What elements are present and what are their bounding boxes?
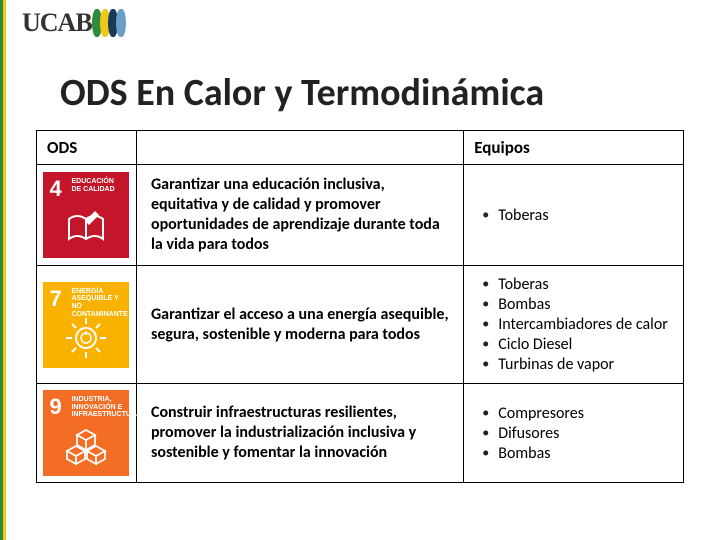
table-row: 4 EDUCACIÓN DE CALIDAD Garantizar una ed… (37, 165, 684, 266)
book-pencil-icon (43, 204, 129, 252)
description: Garantizar una educación inclusiva, equi… (136, 165, 463, 266)
equipos-list: Compresores Difusores Bombas (476, 404, 679, 463)
description: Construir infraestructuras resilientes, … (136, 384, 463, 483)
list-item: Bombas (476, 295, 679, 314)
equipos-list: Toberas (476, 206, 679, 225)
sdg-label: INDUSTRIA, INNOVACIÓN E INFRAESTRUCTURA (71, 396, 125, 419)
sdg4-tile: 4 EDUCACIÓN DE CALIDAD (43, 172, 129, 258)
logo-text: UCAB (22, 8, 92, 38)
list-item: Difusores (476, 424, 679, 443)
cubes-icon (43, 422, 129, 470)
sdg-cell: 4 EDUCACIÓN DE CALIDAD (37, 165, 137, 266)
sdg-label: EDUCACIÓN DE CALIDAD (71, 178, 125, 193)
sun-power-icon (43, 314, 129, 362)
logo-leaves-icon (94, 9, 126, 37)
header-equipos: Equipos (464, 131, 684, 165)
sdg-number: 4 (49, 176, 61, 202)
sdg9-tile: 9 INDUSTRIA, INNOVACIÓN E INFRAESTRUCTUR… (43, 390, 129, 476)
header-ods: ODS (37, 131, 137, 165)
list-item: Turbinas de vapor (476, 355, 679, 374)
list-item: Toberas (476, 206, 679, 225)
table-header-row: ODS Equipos (37, 131, 684, 165)
list-item: Ciclo Diesel (476, 335, 679, 354)
list-item: Toberas (476, 275, 679, 294)
sdg-number: 7 (49, 286, 61, 312)
equipos-cell: Toberas (464, 165, 684, 266)
accent-bar (0, 0, 6, 540)
table-row: 7 ENERGÍA ASEQUIBLE Y NO CONTAMINANTE (37, 266, 684, 384)
sdg-number: 9 (49, 394, 61, 420)
sdg-cell: 7 ENERGÍA ASEQUIBLE Y NO CONTAMINANTE (37, 266, 137, 384)
list-item: Intercambiadores de calor (476, 315, 679, 334)
ods-table: ODS Equipos 4 EDUCACIÓN DE CALIDAD Garan… (36, 130, 684, 483)
equipos-list: Toberas Bombas Intercambiadores de calor… (476, 275, 679, 374)
table-row: 9 INDUSTRIA, INNOVACIÓN E INFRAESTRUCTUR… (37, 384, 684, 483)
logo: UCAB (22, 8, 126, 38)
sdg7-tile: 7 ENERGÍA ASEQUIBLE Y NO CONTAMINANTE (43, 282, 129, 368)
equipos-cell: Toberas Bombas Intercambiadores de calor… (464, 266, 684, 384)
sdg-cell: 9 INDUSTRIA, INNOVACIÓN E INFRAESTRUCTUR… (37, 384, 137, 483)
description: Garantizar el acceso a una energía asequ… (136, 266, 463, 384)
page-title: ODS En Calor y Termodinámica (60, 70, 680, 116)
equipos-cell: Compresores Difusores Bombas (464, 384, 684, 483)
list-item: Bombas (476, 444, 679, 463)
list-item: Compresores (476, 404, 679, 423)
header-desc (136, 131, 463, 165)
